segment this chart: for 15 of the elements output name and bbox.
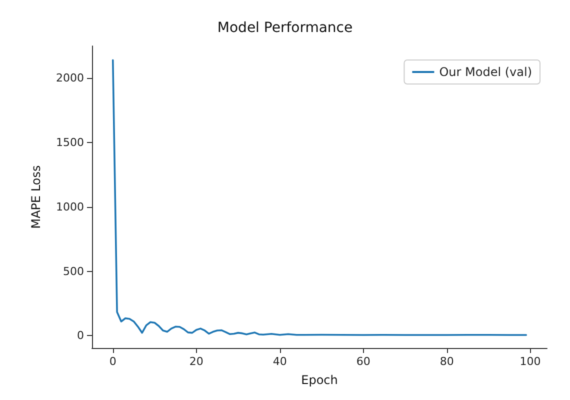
y-tick-label: 500 (63, 264, 84, 278)
x-tick-label: 40 (272, 355, 287, 368)
chart-title: Model Performance (217, 20, 353, 36)
x-tick-label: 60 (356, 355, 370, 368)
y-tick-label: 2000 (56, 72, 84, 85)
y-axis-title: MAPE Loss (29, 165, 43, 229)
x-tick-label: 80 (440, 355, 454, 368)
y-tick-label: 1500 (56, 136, 84, 150)
x-tick-label: 20 (189, 355, 204, 368)
x-tick-label: 0 (109, 355, 116, 368)
y-tick-label: 1000 (56, 200, 84, 214)
y-tick-label: 0 (77, 329, 84, 342)
legend-label: Our Model (val) (439, 65, 532, 79)
x-axis-title: Epoch (301, 373, 338, 387)
x-tick-label: 100 (520, 355, 541, 368)
